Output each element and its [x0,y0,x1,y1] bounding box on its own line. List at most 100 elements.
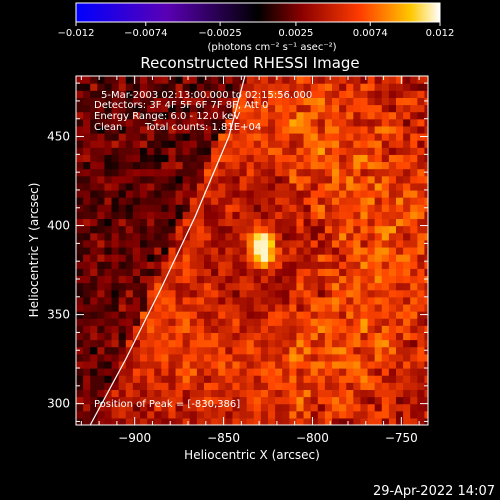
heatmap-cell [232,303,241,312]
heatmap-cell [189,396,198,405]
heatmap-cell [161,403,170,412]
heatmap-cell [367,204,376,212]
heatmap-cell [346,296,354,305]
heatmap-cell [218,360,226,369]
heatmap-cell [90,204,98,212]
heatmap-cell [417,182,426,191]
heatmap-cell [417,125,426,134]
heatmap-cell [289,204,298,212]
heatmap-cell [346,289,354,298]
heatmap-cell [367,97,376,106]
heatmap-cell [76,246,84,255]
heatmap-cell [132,410,141,419]
heatmap-cell [225,125,234,134]
heatmap-cell [140,97,148,106]
heatmap-cell [161,76,170,84]
heatmap-cell [182,289,191,298]
heatmap-cell [253,311,262,319]
heatmap-cell [125,332,134,341]
heatmap-cell [268,375,276,383]
heatmap-cell [346,254,354,262]
heatmap-cell [76,296,84,305]
footer-timestamp: 29-Apr-2022 14:07 [373,484,495,499]
heatmap-cell [303,332,312,341]
heatmap-cell [90,396,98,405]
heatmap-cell [417,282,426,291]
heatmap-cell [211,382,219,390]
heatmap-cell [339,403,347,412]
heatmap-cell [118,246,127,255]
heatmap-cell [346,132,354,141]
heatmap-cell [289,346,298,355]
heatmap-cell [424,353,428,362]
heatmap-cell [253,246,262,255]
heatmap-cell [296,132,305,141]
heatmap-cell [346,332,354,341]
heatmap-cell [132,375,141,383]
heatmap-cell [125,382,134,390]
heatmap-cell [125,175,134,184]
heatmap-cell [289,147,298,155]
heatmap-cell [339,360,347,369]
heatmap-cell [260,410,269,419]
heatmap-cell [111,382,120,390]
heatmap-cell [218,303,226,312]
heatmap-cell [282,218,290,227]
heatmap-cell [381,189,390,198]
heatmap-cell [410,232,418,241]
heatmap-cell [374,125,383,134]
heatmap-cell [104,111,113,120]
heatmap-cell [339,346,347,355]
heatmap-cell [417,289,426,298]
heatmap-cell [296,346,305,355]
heatmap-cell [275,389,283,398]
heatmap-cell [104,296,113,305]
heatmap-cell [189,232,198,241]
heatmap-cell [260,303,269,312]
heatmap-cell [396,154,404,163]
heatmap-cell [239,111,248,120]
heatmap-cell [104,289,113,298]
heatmap-cell [353,360,362,369]
heatmap-cell [189,182,198,191]
heatmap-cell [403,154,411,163]
heatmap-cell [381,339,390,348]
heatmap-cell [246,325,255,334]
heatmap-cell [104,375,113,383]
heatmap-cell [147,360,155,369]
heatmap-cell [211,76,219,84]
heatmap-cell [104,132,113,141]
heatmap-cell [332,296,340,305]
heatmap-cell [310,353,319,362]
heatmap-cell [310,97,319,106]
heatmap-cell [132,325,141,334]
heatmap-cell [225,296,234,305]
heatmap-cell [140,417,148,425]
heatmap-cell [246,182,255,191]
heatmap-cell [403,254,411,262]
heatmap-cell [417,175,426,184]
heatmap-cell [374,311,383,319]
heatmap-cell [225,161,234,170]
heatmap-cell [189,154,198,163]
heatmap-cell [310,132,319,141]
heatmap-cell [111,83,120,91]
heatmap-cell [374,389,383,398]
heatmap-cell [204,140,212,148]
heatmap-cell [246,168,255,177]
heatmap-cell [303,132,312,141]
heatmap-cell [83,132,91,141]
heatmap-cell [403,346,411,355]
heatmap-cell [296,368,305,376]
heatmap-cell [310,147,319,155]
heatmap-cell [204,353,212,362]
heatmap-cell [317,282,326,291]
heatmap-cell [132,368,141,376]
heatmap-cell [303,211,312,220]
heatmap-cell [246,289,255,298]
heatmap-cell [182,104,191,113]
heatmap-cell [317,410,326,419]
heatmap-cell [367,168,376,177]
heatmap-cell [417,254,426,262]
